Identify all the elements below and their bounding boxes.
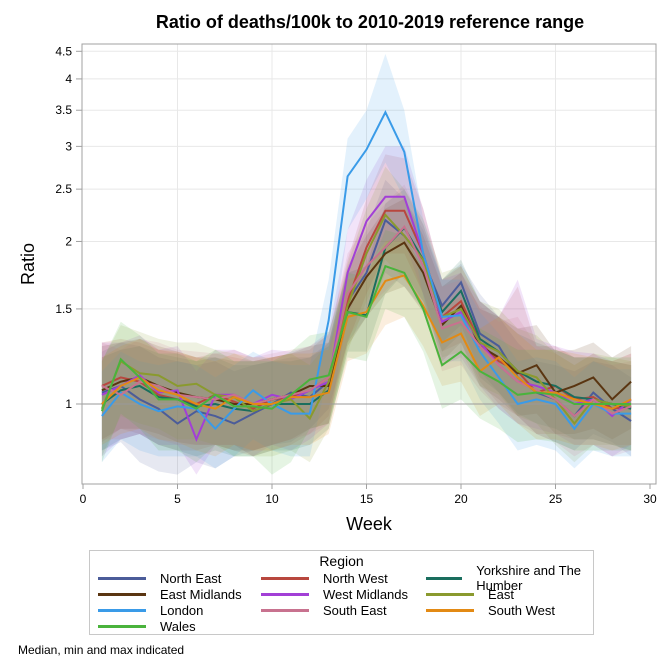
legend-label: North West (323, 570, 388, 586)
legend-label: South West (488, 602, 555, 618)
legend-swatch (98, 608, 146, 612)
series-lines (100, 109, 632, 443)
band-east (101, 166, 632, 463)
legend-item-north-east: North East (98, 570, 221, 586)
legend-label: East (488, 586, 515, 602)
legend-item-east: East (426, 586, 514, 602)
band-wales (101, 230, 632, 475)
legend-swatch (261, 608, 309, 612)
legend-item-west-midlands: West Midlands (261, 586, 408, 602)
x-tick-label: 30 (643, 492, 657, 506)
x-tick-label: 10 (265, 492, 279, 506)
legend-title: Region (319, 553, 364, 569)
band-south-east (101, 184, 632, 457)
x-tick-label: 5 (174, 492, 181, 506)
legend-label: London (160, 602, 204, 618)
series-line-north-west (101, 209, 632, 410)
series-line-east (100, 213, 632, 426)
legend-item-london: London (98, 602, 203, 618)
legend-label: Yorkshire and The Humber (476, 563, 582, 593)
legend-swatch (98, 624, 146, 628)
legend-label: Wales (160, 618, 196, 634)
legend-item-east-midlands: East Midlands (98, 586, 242, 602)
legend-swatch (98, 592, 146, 596)
y-tick-label: 4.5 (55, 44, 72, 58)
y-tick-label: 4 (65, 72, 72, 86)
series-line-london (101, 109, 632, 431)
x-tick-label: 15 (360, 492, 374, 506)
y-tick-label: 2.5 (55, 182, 72, 196)
legend-swatch (426, 576, 463, 580)
footnote: Median, min and max indicated (18, 643, 185, 657)
chart-title: Ratio of deaths/100k to 2010-2019 refere… (155, 12, 585, 32)
y-axis-title: Ratio (18, 243, 38, 285)
y-tick-label: 3 (65, 139, 72, 153)
legend: Region North East East Midlands London Wale… (89, 550, 594, 635)
legend-item-south-east: South East (261, 602, 387, 618)
x-axis-title: Week (346, 514, 393, 534)
y-tick-label: 2 (65, 234, 72, 248)
legend-label: East Midlands (160, 586, 242, 602)
legend-swatch (261, 592, 309, 596)
legend-item-yorkshire-and-the-humber: Yorkshire and The Humber (426, 563, 593, 593)
legend-label: North East (160, 570, 222, 586)
x-tick-label: 25 (549, 492, 563, 506)
series-line-west-midlands (101, 195, 632, 443)
y-tick-label: 1.5 (55, 302, 72, 316)
x-tick-label: 20 (454, 492, 468, 506)
x-tick-label: 0 (80, 492, 87, 506)
band-west-midlands (101, 146, 632, 475)
y-tick-label: 3.5 (55, 103, 72, 117)
legend-item-south-west: South West (426, 602, 555, 618)
legend-item-wales: Wales (98, 618, 196, 634)
legend-label: South East (323, 602, 387, 618)
series-line-north-east (101, 218, 632, 425)
x-axis: 0 5 10 15 20 25 30 (80, 483, 657, 506)
y-axis: 1 1.5 2 2.5 3 3.5 4 4.5 (55, 44, 82, 411)
band-yorkshire-and-the-humber (101, 189, 632, 457)
legend-swatch (426, 608, 474, 612)
legend-swatch (426, 592, 474, 596)
legend-swatch (261, 576, 309, 580)
band-east-midlands (101, 198, 632, 451)
series-line-wales (100, 264, 632, 412)
y-tick-label: 1 (65, 397, 72, 411)
legend-item-north-west: North West (261, 570, 388, 586)
legend-label: West Midlands (323, 586, 409, 602)
legend-swatch (98, 576, 146, 580)
